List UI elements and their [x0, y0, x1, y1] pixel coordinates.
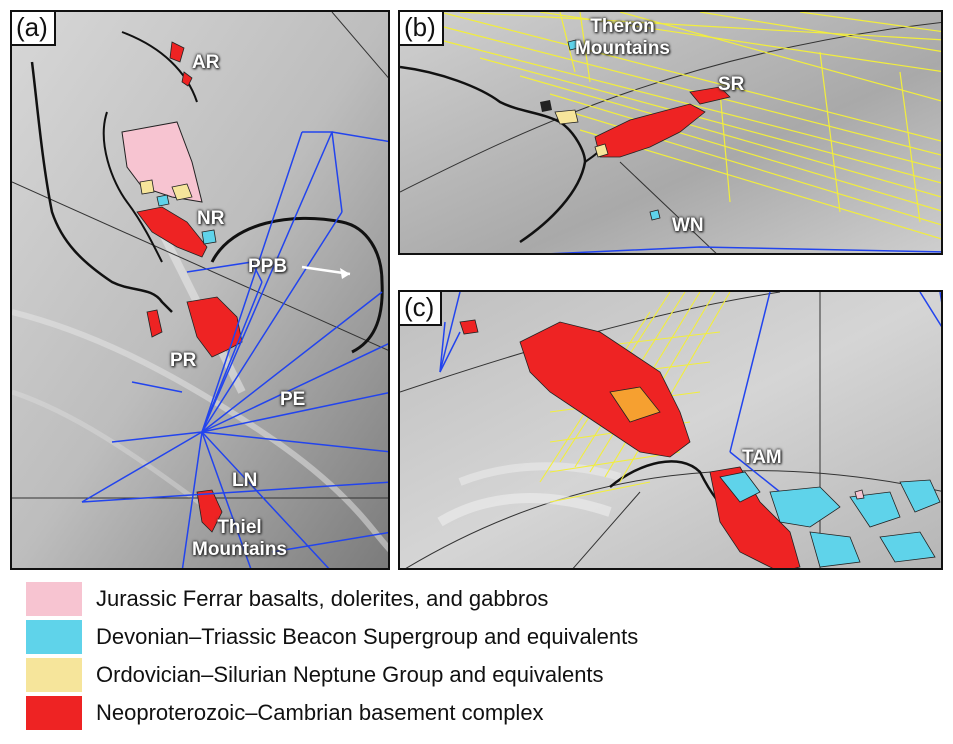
- label-ln: LN: [232, 470, 258, 491]
- map-panel-a: (a) AR NR PPB PR PE LN Thiel Mountains: [10, 10, 390, 570]
- label-ppb: PPB: [248, 256, 288, 277]
- map-a-graphic: [12, 12, 388, 568]
- label-ar: AR: [192, 52, 220, 73]
- panel-b-tag: (b): [400, 12, 444, 46]
- legend-swatch-basement: [26, 696, 82, 730]
- panel-c-tag: (c): [400, 292, 443, 326]
- label-tam: TAM: [742, 447, 782, 468]
- legend-item-ferrar: Jurassic Ferrar basalts, dolerites, and …: [26, 582, 926, 618]
- label-sr: SR: [718, 74, 745, 95]
- label-pe: PE: [280, 389, 306, 410]
- legend-item-beacon: Devonian–Triassic Beacon Supergroup and …: [26, 620, 926, 656]
- legend-item-neptune: Ordovician–Silurian Neptune Group and eq…: [26, 658, 926, 694]
- legend-label-neptune: Ordovician–Silurian Neptune Group and eq…: [96, 662, 604, 687]
- legend-label-ferrar: Jurassic Ferrar basalts, dolerites, and …: [96, 586, 549, 611]
- map-c-graphic: [400, 292, 941, 568]
- legend-label-beacon: Devonian–Triassic Beacon Supergroup and …: [96, 624, 639, 649]
- label-pr: PR: [170, 350, 197, 371]
- panel-a-tag: (a): [12, 12, 56, 46]
- label-wn: WN: [672, 215, 704, 236]
- legend-swatch-ferrar: [26, 582, 82, 616]
- legend-item-basement: Neoproterozoic–Cambrian basement complex: [26, 696, 926, 732]
- map-panel-c: (c) TAM: [398, 290, 943, 570]
- legend-swatch-neptune: [26, 658, 82, 692]
- map-b-graphic: [400, 12, 941, 253]
- map-panel-b: (b) Theron Mountains SR WN: [398, 10, 943, 255]
- label-nr: NR: [197, 208, 225, 229]
- legend-swatch-beacon: [26, 620, 82, 654]
- legend-label-basement: Neoproterozoic–Cambrian basement complex: [96, 700, 544, 725]
- label-theron-mountains: Theron Mountains: [575, 16, 670, 59]
- label-thiel-mountains: Thiel Mountains: [192, 517, 287, 560]
